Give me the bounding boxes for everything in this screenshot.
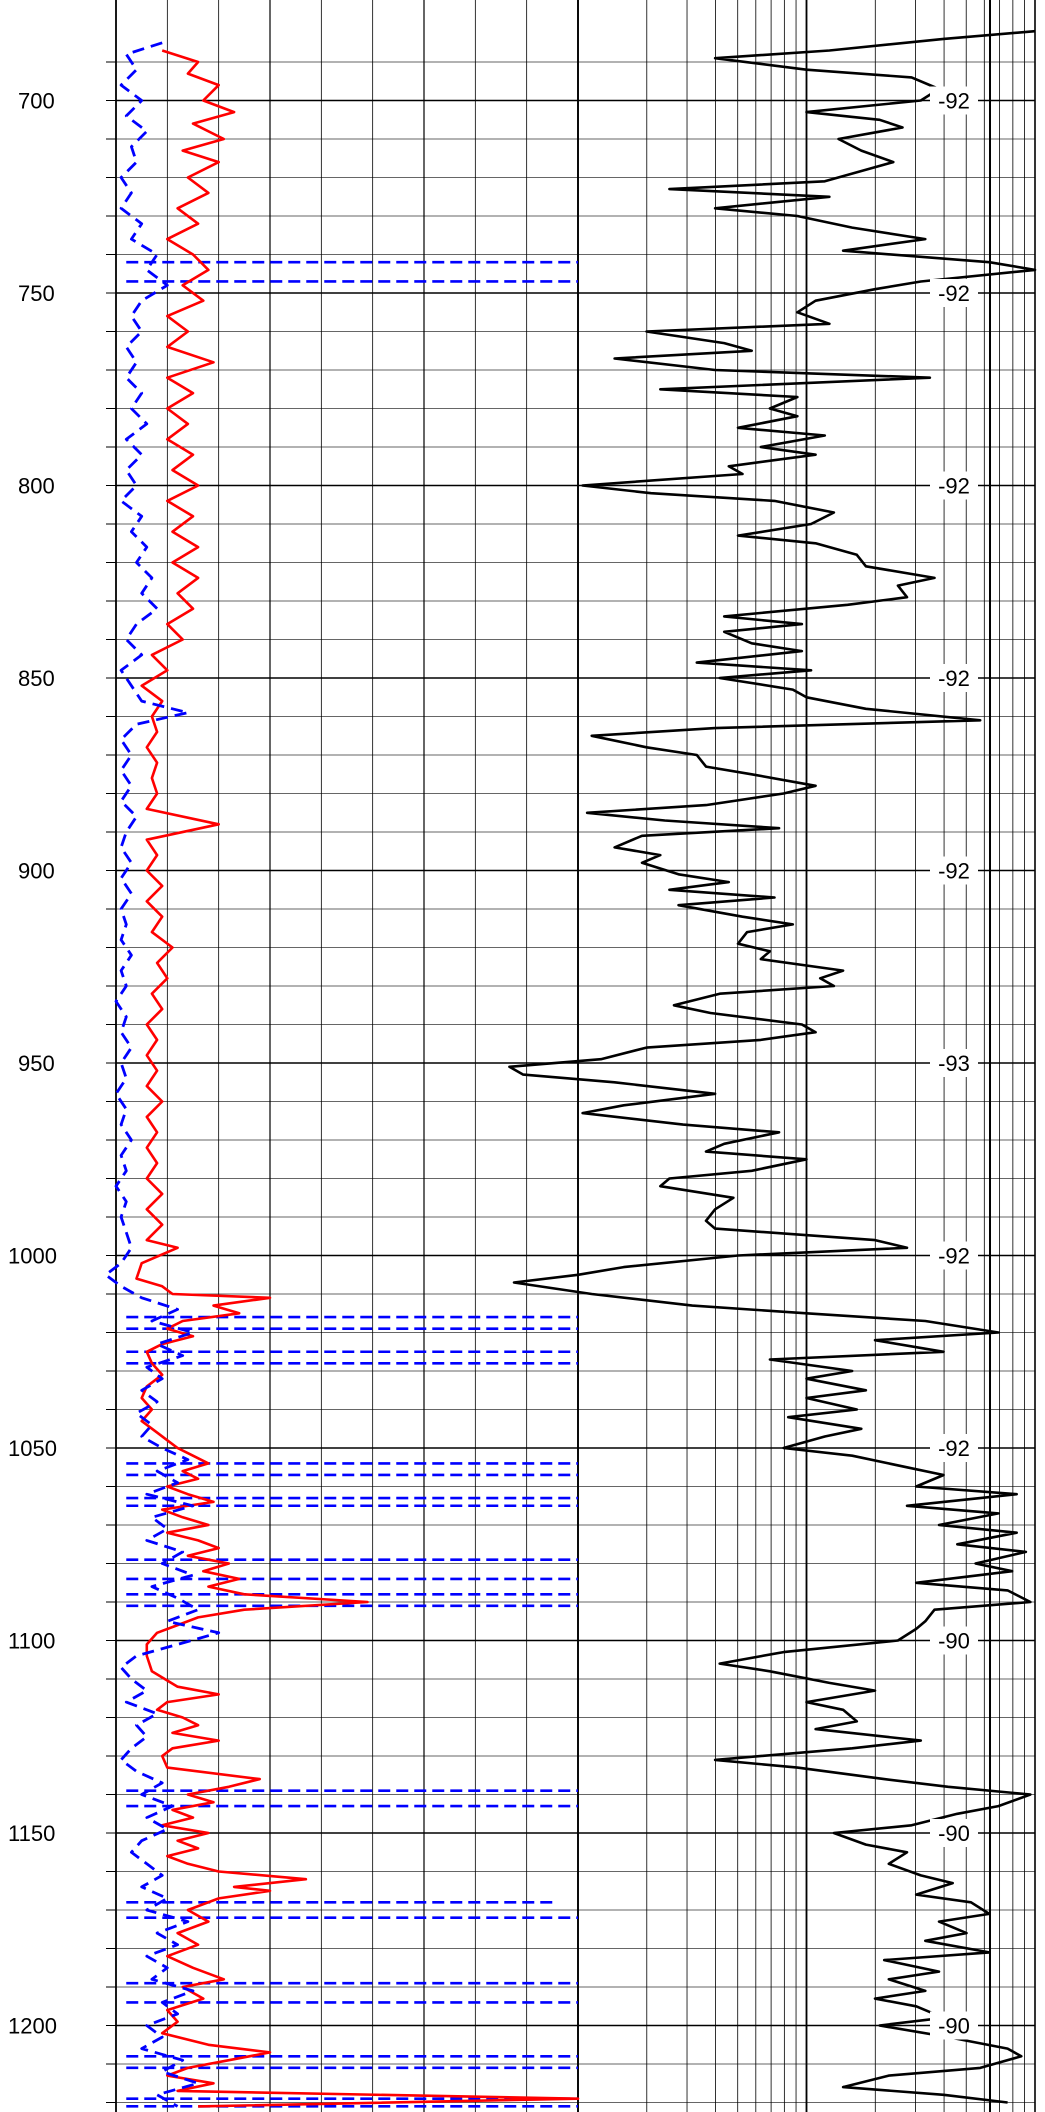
curve-label-background — [930, 1241, 978, 1270]
curve-value-label: -92 — [938, 1244, 970, 1269]
curve-value-label: -92 — [938, 474, 970, 499]
curve-value-label: -90 — [938, 2014, 970, 2039]
curve-label-background — [930, 471, 978, 500]
depth-tick-label: 1100 — [8, 1629, 55, 1654]
depth-tick-label: 900 — [18, 859, 55, 884]
curve-value-labels: -92 -92 -92 -92 -92 -93 -92 -92 -90 -90 -90 — [930, 86, 978, 2040]
curve-label-background — [930, 1434, 978, 1462]
curve-value-label: -92 — [938, 89, 970, 114]
depth-tick-label: 1150 — [8, 1821, 55, 1846]
depth-tick-label: 750 — [18, 281, 55, 306]
depth-tick-label: 850 — [18, 666, 55, 691]
curve-label-background — [930, 1819, 978, 1847]
series-curves — [104, 29, 1037, 2108]
depth-tick-label: 800 — [18, 474, 55, 499]
black-curve — [508, 29, 1037, 2104]
curve-label-background — [930, 86, 978, 115]
depth-tick-label: 1000 — [8, 1244, 57, 1269]
curve-label-background — [930, 856, 978, 885]
depth-tick-label: 1200 — [8, 2014, 57, 2039]
curve-label-background — [930, 1049, 978, 1077]
depth-axis-labels: 700 750 800 850 900 950 1000 1050 1100 1150 1200 — [8, 89, 57, 2039]
depth-tick-label: 700 — [18, 89, 55, 114]
curve-value-label: -90 — [938, 1821, 970, 1846]
curve-value-label: -92 — [938, 281, 970, 306]
curve-value-label: -93 — [938, 1051, 970, 1076]
depth-tick-label: 1050 — [8, 1436, 57, 1461]
curve-label-background — [930, 279, 978, 307]
red-curve — [135, 49, 580, 2108]
curve-label-background — [930, 664, 978, 692]
curve-value-label: -92 — [938, 666, 970, 691]
curve-value-label: -92 — [938, 859, 970, 884]
curve-label-background — [930, 2011, 978, 2040]
curve-label-background — [930, 1626, 978, 1655]
depth-tick-label: 950 — [18, 1051, 55, 1076]
curve-value-label: -90 — [938, 1629, 970, 1654]
blue-dashed-curve — [104, 41, 221, 2108]
curve-value-label: -92 — [938, 1436, 970, 1461]
chart-grid — [106, 0, 1036, 2112]
